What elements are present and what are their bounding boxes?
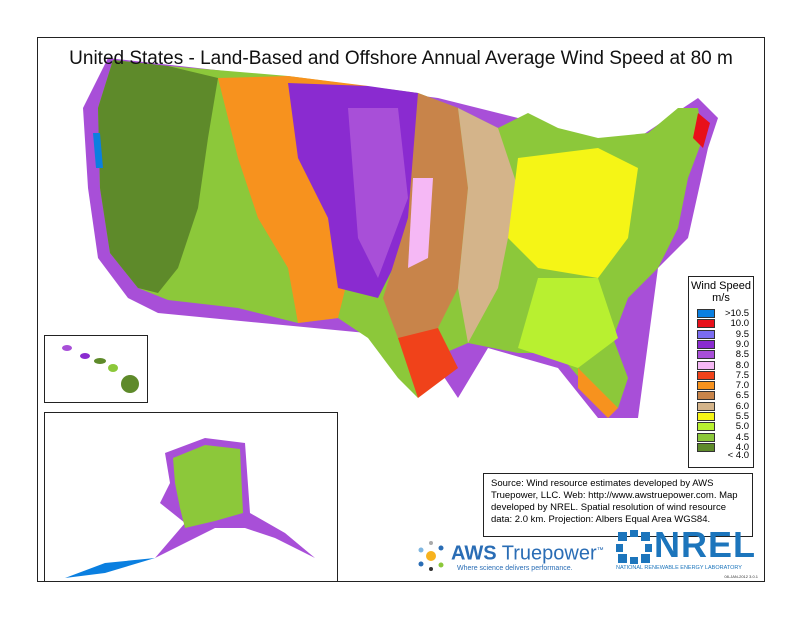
hawaii-map (62, 345, 139, 393)
legend-label: 8.0 (735, 359, 749, 371)
legend-label: 9.0 (735, 338, 749, 350)
legend-swatch (697, 309, 715, 318)
legend-label: 7.5 (735, 369, 749, 381)
aws-tm: ™ (596, 547, 604, 554)
map-frame: United States - Land-Based and Offshore … (37, 37, 765, 582)
alaska-map (65, 438, 315, 578)
legend-swatch (697, 401, 715, 411)
legend-swatch (697, 381, 715, 391)
legend-swatch (697, 329, 715, 339)
aws-truepower-logo: AWS Truepower™ Where science delivers pe… (413, 538, 613, 578)
aws-dots-icon (418, 541, 444, 571)
legend-label: 7.0 (735, 380, 749, 392)
aws-tagline: Where science delivers performance. (457, 565, 573, 572)
map-title: United States - Land-Based and Offshore … (69, 48, 733, 69)
legend-unit: m/s (712, 292, 730, 304)
conus-map (83, 58, 718, 418)
legend-label: 4.5 (735, 431, 749, 443)
legend-label: >10.5 (724, 308, 749, 319)
nrel-tagline: NATIONAL RENEWABLE ENERGY LABORATORY (616, 565, 742, 571)
legend-label: 4.0 (735, 441, 749, 453)
aws-name: Truepower (496, 542, 597, 565)
legend-swatch (697, 412, 715, 421)
source-note: Source: Wind resource estimates develope… (483, 473, 753, 537)
legend-swatch (697, 432, 715, 442)
legend-label: 10.0 (730, 318, 750, 330)
hawaii-inset (44, 335, 148, 403)
legend-swatch (697, 370, 715, 380)
legend-swatch (697, 339, 715, 349)
alaska-inset (44, 412, 338, 581)
nrel-sun-icon (616, 530, 652, 564)
legend-label: 5.5 (735, 411, 749, 422)
legend-label: 6.0 (735, 400, 749, 412)
nrel-name: NREL (654, 524, 756, 565)
legend-swatch (697, 350, 715, 360)
legend-swatch (697, 319, 715, 329)
legend-label: 6.5 (735, 390, 749, 402)
wind-speed-legend: Wind Speed m/s >10.5 10.0 9.5 9.0 8.5 8.0 7.5 7… (688, 276, 754, 468)
legend-label: 5.0 (735, 421, 749, 433)
nrel-logo: NREL NATIONAL RENEWABLE ENERGY LABORATOR… (616, 524, 756, 574)
aws-name-bold: AWS (451, 542, 497, 565)
date-stamp: 08-JAN-2012 3.0.1 (724, 574, 758, 579)
legend-label: 9.5 (735, 328, 749, 340)
legend-swatch (697, 360, 715, 370)
legend-swatch (697, 422, 715, 432)
legend-label: 8.5 (735, 349, 749, 361)
legend-title: Wind Speed (691, 280, 751, 292)
legend-swatch (697, 442, 715, 452)
legend-below-label: < 4.0 (727, 450, 749, 461)
legend-swatch (697, 391, 715, 401)
wind-speed-map (83, 58, 718, 418)
